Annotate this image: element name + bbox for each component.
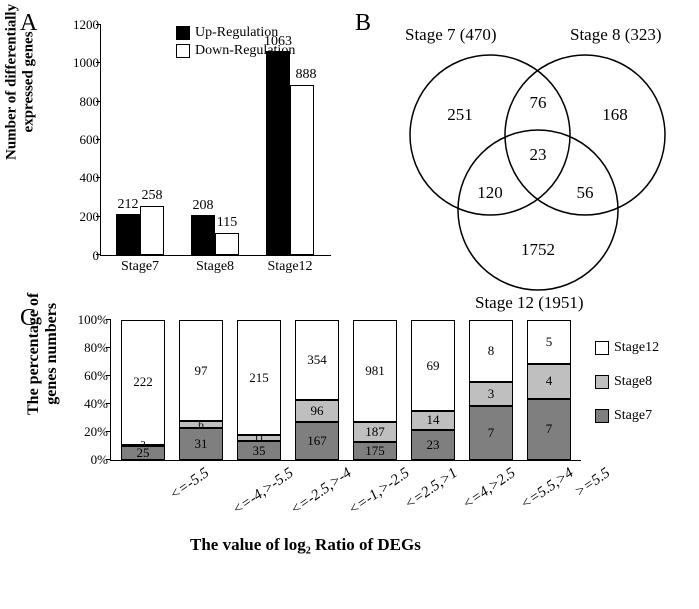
seg-stage12: 215 [237,320,281,435]
bar-label: 258 [142,188,163,204]
stacked-bar: 691423 [411,320,455,460]
xtick: Stage8 [196,259,234,275]
xtick: <=-1,>-2.5 [346,465,413,519]
ytick: 0 [93,248,100,264]
xtick: >=5.5 [572,465,614,501]
legend-swatch-stage12 [595,341,609,355]
venn-region-only12: 1752 [521,240,555,260]
y-label-line1: Number of differentially [4,4,20,160]
venn-region-only8: 168 [602,105,628,125]
stacked-bar: 981187175 [353,320,397,460]
legend-swatch-down [176,44,190,58]
seg-stage12: 5 [527,320,571,364]
venn-set-label-8: Stage 8 (323) [570,25,662,45]
seg-stage7: 23 [411,430,455,460]
bar-label: 888 [296,67,317,83]
y-label-c-line2: genes numbers [43,303,60,405]
ytick: 80% [84,340,108,356]
ytick: 800 [80,94,100,110]
stacked-bar: 547 [527,320,571,460]
ytick: 600 [80,132,100,148]
panel-c: The percentage of genes numbers 0% 20% 4… [40,310,690,600]
stacked-bar: 2151135 [237,320,281,460]
legend-stage8: Stage8 [595,374,659,390]
seg-stage12: 354 [295,320,339,400]
venn-region-7-12: 120 [477,183,503,203]
stacked-bar: 35496167 [295,320,339,460]
seg-stage12: 8 [469,320,513,382]
venn-region-all: 23 [530,145,547,165]
xtick: Stage12 [267,259,312,275]
panel-a: Number of differentially expressed genes… [40,15,340,305]
ytick: 1200 [73,17,99,33]
seg-stage7: 25 [121,446,165,460]
venn-region-only7: 251 [447,105,473,125]
ytick: 1000 [73,55,99,71]
bar-stage7-up [116,214,140,255]
xtick: Stage7 [121,259,159,275]
legend-label-stage12: Stage12 [614,340,659,356]
bar-stage12-up [266,51,290,255]
seg-stage7: 31 [179,428,223,460]
legend-stage12: Stage12 [595,340,659,356]
seg-stage7: 7 [527,399,571,460]
xtick: <=5.5,>4 [518,465,577,514]
stacked-bar: 837 [469,320,513,460]
figure-container: A Number of differentially expressed gen… [10,10,699,609]
panel-a-chart-area: 0 200 400 600 800 1000 1200 Up-Regulatio… [100,25,331,256]
xtick: <=-2.5,>-4 [288,465,355,519]
ytick: 20% [84,424,108,440]
ytick: 400 [80,170,100,186]
stacked-bar: 222225 [121,320,165,460]
seg-stage8: 3 [469,382,513,405]
panel-a-y-label: Number of differentially expressed genes [4,4,37,160]
stacked-bar: 97631 [179,320,223,460]
legend-swatch-stage8 [595,375,609,389]
panel-c-legend: Stage12 Stage8 Stage7 [595,340,659,442]
seg-stage12: 222 [121,320,165,445]
venn-set-label-7: Stage 7 (470) [405,25,497,45]
seg-stage8: 4 [527,364,571,399]
seg-stage12: 97 [179,320,223,421]
panel-c-y-label: The percentage of genes numbers [25,293,60,415]
panel-c-x-label: The value of log₂ Ratio of DEGs [190,535,421,555]
seg-stage8: 96 [295,400,339,422]
bar-label: 115 [217,215,237,231]
bar-stage12-down [290,85,314,255]
ytick: 200 [80,209,100,225]
venn-region-7-8: 76 [530,93,547,113]
seg-stage7: 35 [237,441,281,460]
bar-label: 212 [118,197,139,213]
legend-swatch-up [176,26,190,40]
bar-stage7-down [140,206,164,256]
seg-stage7: 175 [353,442,397,460]
panel-c-chart-area: 0% 20% 40% 60% 80% 100% 2222259763121511… [110,320,581,461]
ytick: 0% [91,452,108,468]
legend-label-stage7: Stage7 [614,408,652,424]
legend-stage7: Stage7 [595,408,659,424]
xtick: <=-4,>-5.5 [230,465,297,519]
seg-stage8: 187 [353,422,397,441]
legend-swatch-stage7 [595,409,609,423]
bar-label: 208 [193,198,214,214]
xtick: <=-5.5 [167,465,213,504]
y-label-line2: expressed genes [20,31,36,132]
seg-stage7: 7 [469,406,513,460]
ytick: 60% [84,368,108,384]
legend-label-stage8: Stage8 [614,374,652,390]
xtick: <=2.5,>1 [402,465,461,514]
seg-stage7: 167 [295,422,339,460]
seg-stage12: 69 [411,320,455,411]
bar-stage8-up [191,215,215,255]
seg-stage12: 981 [353,320,397,422]
venn-region-8-12: 56 [577,183,594,203]
bar-stage8-down [215,233,239,255]
xtick: <=4,>2.5 [460,465,519,514]
ytick: 40% [84,396,108,412]
y-label-c-line1: The percentage of [25,293,42,415]
seg-stage8: 14 [411,411,455,429]
ytick: 100% [78,312,108,328]
panel-b: Stage 7 (470) Stage 8 (323) Stage 12 (19… [360,15,699,305]
bar-label: 1063 [264,34,292,50]
